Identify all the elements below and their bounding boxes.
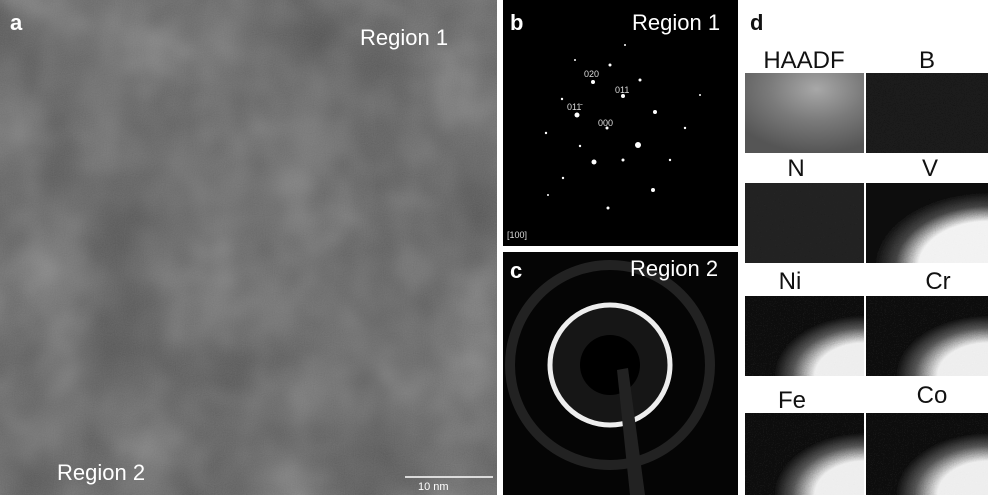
panel-b: b Region 1 020 011 011̄ 000 [100] (503, 0, 738, 246)
element-map (866, 73, 988, 153)
scale-bar-label: 10 nm (418, 481, 449, 493)
panel-label: d (750, 10, 763, 35)
element-map (745, 183, 864, 263)
map-label: V (922, 155, 938, 182)
map-label: Ni (779, 268, 802, 295)
map-label: Cr (925, 268, 950, 295)
image-contrast (0, 0, 497, 495)
panel-c: c Region 2 (503, 252, 738, 495)
element-map (866, 296, 988, 376)
element-map (866, 413, 988, 495)
region-label: Region 2 (630, 256, 718, 281)
haadf-map (745, 73, 864, 153)
panel-label: c (510, 258, 522, 283)
panel-label: b (510, 10, 523, 35)
miller-index: 011̄ (567, 102, 583, 112)
map-label: B (919, 47, 935, 74)
region-label: Region 1 (360, 25, 448, 50)
miller-index: 011 (615, 85, 629, 95)
beam-stop (580, 335, 640, 395)
panel-d: d HAADF B N V Ni Cr Fe Co (745, 10, 988, 495)
miller-index: 020 (584, 69, 599, 79)
element-map (745, 296, 864, 376)
panel-label: a (10, 10, 23, 35)
region-label: Region 1 (632, 10, 720, 35)
panel-a: a Region 1 Region 2 10 nm (0, 0, 497, 495)
figure: a Region 1 Region 2 10 nm b Region 1 020… (0, 0, 988, 495)
element-map (866, 183, 988, 263)
zone-axis: [100] (507, 230, 527, 240)
diffraction-image (503, 0, 738, 246)
miller-index: 000 (598, 118, 613, 128)
element-map (745, 413, 864, 495)
map-label: Co (917, 382, 948, 409)
region-label: Region 2 (57, 460, 145, 485)
map-label: HAADF (763, 47, 844, 74)
map-label: Fe (778, 387, 806, 414)
map-label: N (787, 155, 804, 182)
